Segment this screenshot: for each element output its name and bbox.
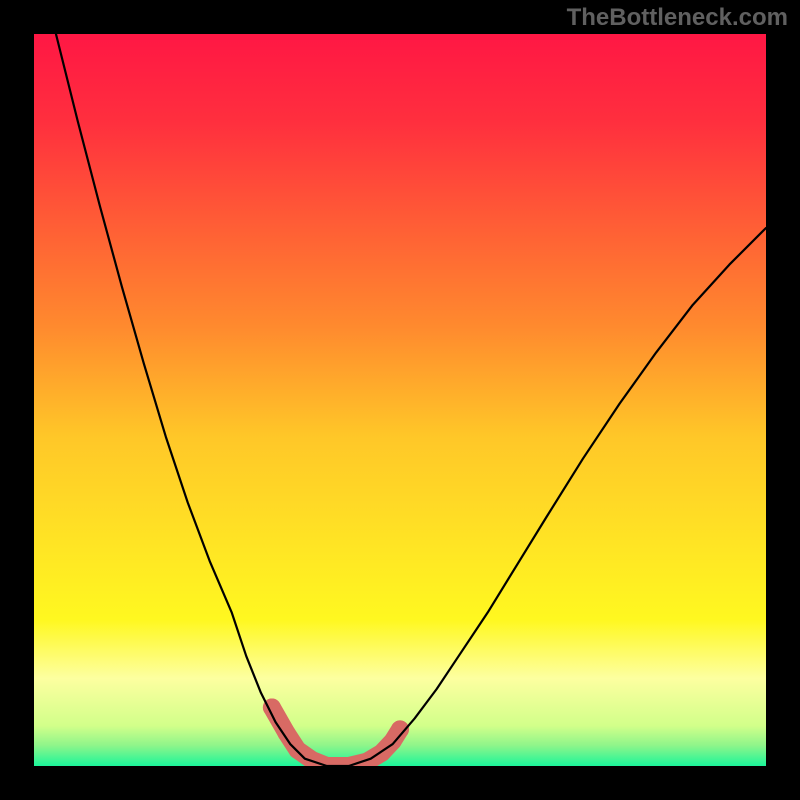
- chart-svg: [34, 34, 766, 766]
- chart-background: [34, 34, 766, 766]
- chart-plot-area: [34, 34, 766, 766]
- watermark-text: TheBottleneck.com: [567, 4, 788, 32]
- stage: TheBottleneck.com: [0, 0, 800, 800]
